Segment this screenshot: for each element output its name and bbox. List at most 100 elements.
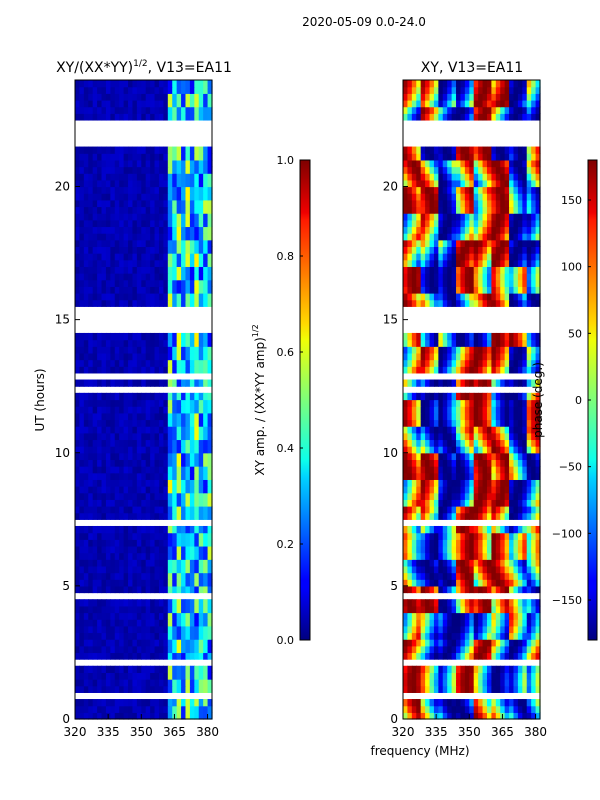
phase-heatmap-cell [433, 486, 439, 494]
phase-heatmap-cell [429, 619, 435, 627]
amplitude-heatmap-cell [145, 379, 151, 387]
amplitude-heatmap-cell [97, 80, 103, 88]
phase-heatmap-cell [438, 619, 444, 627]
amplitude-heatmap-cell [176, 625, 182, 634]
phase-heatmap-cell [495, 379, 501, 387]
amplitude-heatmap-cell [105, 113, 111, 121]
amplitude-heatmap-cell [189, 179, 195, 188]
phase-heatmap-cell [416, 432, 422, 441]
amplitude-heatmap-cell [145, 552, 151, 560]
phase-heatmap-cell [460, 506, 466, 514]
phase-heatmap-cell [517, 113, 523, 121]
phase-heatmap-cell [509, 472, 515, 480]
phase-heatmap-cell [495, 572, 501, 580]
phase-heatmap-cell [407, 279, 413, 287]
amplitude-heatmap-cell [128, 239, 134, 248]
phase-heatmap-cell [500, 512, 506, 520]
amplitude-heatmap-cell [101, 685, 107, 693]
phase-heatmap-cell [517, 652, 523, 660]
amplitude-heatmap-cell [97, 86, 103, 94]
amplitude-heatmap-cell [75, 625, 81, 634]
phase-heatmap-cell [495, 625, 501, 634]
phase-heatmap-cell [442, 579, 448, 587]
amplitude-heatmap-cell [128, 619, 134, 627]
phase-heatmap-cell [522, 173, 528, 181]
amplitude-heatmap-cell [176, 406, 182, 414]
amplitude-heatmap-cell [92, 559, 98, 567]
amplitude-heatmap-cell [172, 239, 178, 248]
phase-heatmap-cell [407, 579, 413, 587]
phase-heatmap-cell [478, 532, 484, 540]
phase-heatmap-cell [535, 705, 541, 713]
phase-heatmap-cell [517, 206, 523, 214]
amplitude-heatmap-cell [158, 466, 164, 474]
amplitude-heatmap-cell [141, 406, 147, 414]
amplitude-heatmap-cell [105, 585, 111, 594]
phase-heatmap-cell [438, 426, 444, 434]
phase-heatmap-cell [438, 466, 444, 474]
phase-heatmap-cell [460, 379, 466, 387]
amplitude-heatmap-cell [167, 506, 173, 514]
amplitude-heatmap-cell [123, 486, 129, 494]
amplitude-heatmap-cell [101, 506, 107, 514]
amplitude-heatmap-cell [75, 466, 81, 474]
amplitude-heatmap-cell [176, 226, 182, 234]
phase-heatmap-cell [416, 499, 422, 507]
amplitude-heatmap-cell [128, 106, 134, 114]
amplitude-heatmap-cell [110, 379, 116, 387]
phase-heatmap-cell [504, 359, 510, 367]
phase-heatmap-cell [403, 352, 409, 361]
amplitude-heatmap-cell [83, 512, 89, 520]
amplitude-heatmap-cell [79, 113, 85, 121]
amplitude-heatmap-cell [150, 166, 156, 174]
phase-heatmap-cell [478, 233, 484, 241]
phase-heatmap-cell [491, 699, 497, 707]
amplitude-heatmap-cell [198, 605, 204, 614]
amplitude-heatmap-cell [150, 359, 156, 367]
amplitude-heatmap-cell [79, 293, 85, 301]
phase-heatmap-cell [442, 665, 448, 674]
phase-heatmap-cell [491, 346, 497, 354]
amplitude-heatmap-cell [136, 366, 142, 374]
amplitude-heatmap-cell [128, 412, 134, 421]
amplitude-heatmap-cell [185, 652, 191, 660]
phase-heatmap-cell [447, 532, 453, 540]
amplitude-heatmap-cell [185, 106, 191, 114]
phase-heatmap-cell [509, 506, 515, 514]
phase-heatmap-cell [509, 273, 515, 281]
amplitude-heatmap-cell [176, 166, 182, 174]
amplitude-heatmap-cell [128, 406, 134, 414]
amplitude-heatmap-cell [181, 645, 187, 654]
amplitude-heatmap-cell [145, 179, 151, 188]
phase-heatmap-cell [464, 705, 470, 713]
amplitude-heatmap-cell [92, 226, 98, 234]
phase-heatmap-cell [416, 466, 422, 474]
amplitude-heatmap-cell [79, 219, 85, 228]
amplitude-heatmap-cell [198, 239, 204, 248]
amplitude-heatmap-cell [158, 565, 164, 574]
amplitude-heatmap-cell [79, 572, 85, 580]
phase-heatmap-cell [456, 512, 462, 520]
amplitude-heatmap-cell [75, 113, 81, 121]
phase-heatmap-cell [522, 213, 528, 221]
amplitude-heatmap-cell [203, 399, 209, 407]
amplitude-heatmap-cell [75, 93, 81, 101]
phase-heatmap-cell [535, 545, 541, 554]
amplitude-heatmap-cell [185, 579, 191, 587]
phase-heatmap-cell [469, 226, 475, 234]
phase-heatmap-cell [526, 379, 532, 387]
amplitude-heatmap-cell [136, 286, 142, 294]
phase-heatmap-cell [411, 199, 417, 208]
phase-heatmap-cell [469, 432, 475, 441]
amplitude-heatmap-cell [150, 179, 156, 188]
amplitude-heatmap-cell [150, 545, 156, 554]
phase-heatmap-cell [407, 685, 413, 693]
amplitude-heatmap-cell [158, 206, 164, 214]
amplitude-heatmap-cell [141, 512, 147, 520]
amplitude-heatmap-cell [136, 253, 142, 261]
phase-heatmap-cell [464, 432, 470, 441]
phase-heatmap-cell [447, 712, 453, 720]
phase-heatmap-cell [478, 552, 484, 560]
amplitude-heatmap-cell [83, 392, 89, 401]
phase-heatmap-cell [425, 652, 431, 660]
